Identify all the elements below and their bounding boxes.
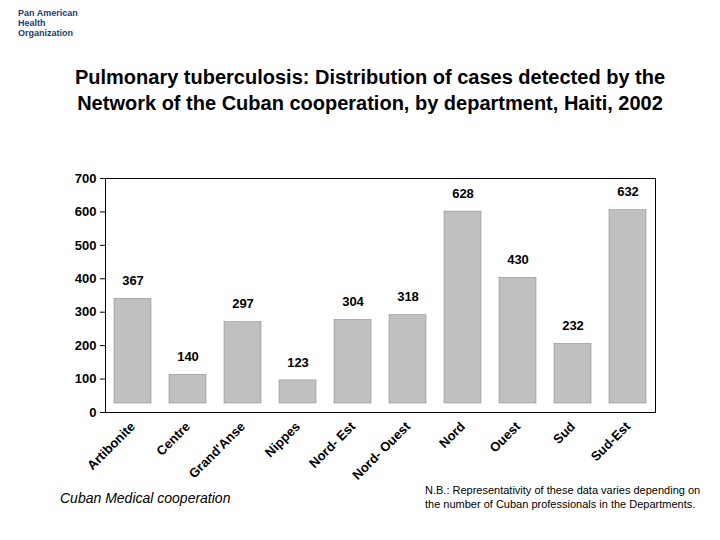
svg-text:Centre: Centre: [153, 419, 193, 459]
svg-text:300: 300: [75, 304, 97, 319]
svg-text:632: 632: [617, 184, 639, 199]
svg-text:Nord- Ouest: Nord- Ouest: [349, 418, 413, 482]
svg-text:0: 0: [89, 405, 96, 420]
svg-text:200: 200: [75, 338, 97, 353]
svg-text:Sud: Sud: [550, 419, 578, 447]
svg-text:100: 100: [75, 371, 97, 386]
svg-text:297: 297: [232, 296, 254, 311]
svg-text:430: 430: [507, 252, 529, 267]
html-text:Pulmonary tuberculosis: Distri: Pulmonary tuberculosis: Distribution of …: [74, 66, 666, 114]
svg-text:318: 318: [397, 289, 419, 304]
svg-text:232: 232: [562, 318, 584, 333]
svg-text:500: 500: [75, 238, 97, 253]
svg-text:628: 628: [452, 186, 474, 201]
svg-text:367: 367: [122, 273, 144, 288]
svg-text:Ouest: Ouest: [486, 418, 523, 455]
svg-text:Nippes: Nippes: [262, 419, 303, 460]
svg-text:600: 600: [75, 204, 97, 219]
html-text:Cuban Medical cooperation: Cuban Medical cooperation: [60, 490, 231, 506]
svg-text:400: 400: [75, 271, 97, 286]
svg-text:304: 304: [342, 294, 364, 309]
svg-text:700: 700: [75, 171, 97, 186]
svg-text:Sud-Est: Sud-Est: [588, 418, 634, 464]
svg-text:140: 140: [177, 349, 199, 364]
svg-text:Artibonite: Artibonite: [84, 419, 138, 473]
svg-text:Nord: Nord: [436, 419, 468, 451]
html-text:N.B.: Representativity of thes: N.B.: Representativity of these data var…: [425, 484, 701, 510]
svg-text:123: 123: [287, 355, 309, 370]
svg-text:Grand'Anse: Grand'Anse: [186, 419, 248, 481]
svg-text:Nord- Est: Nord- Est: [306, 418, 358, 470]
html-text:Pan American Health Organizati: Pan American Health Organization: [18, 8, 78, 38]
